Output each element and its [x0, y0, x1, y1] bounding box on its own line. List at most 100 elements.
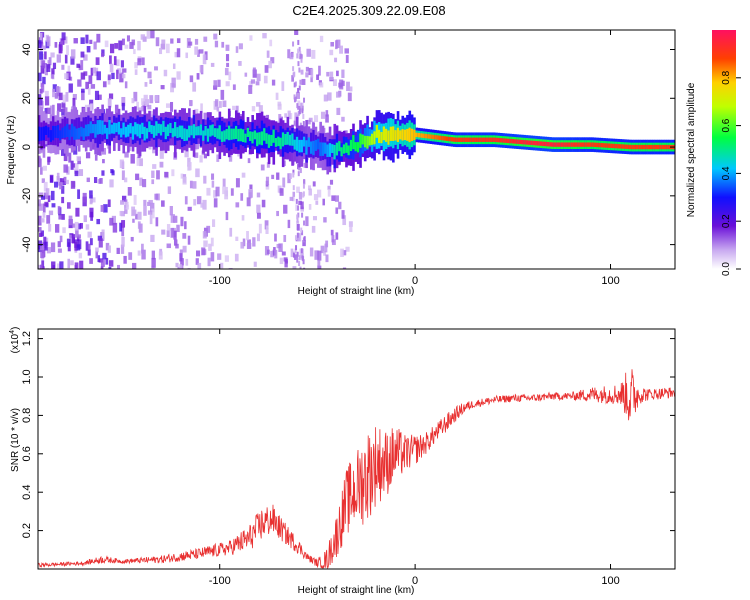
heatmap-ridge-cell	[570, 142, 573, 147]
heatmap-ridge-cell	[474, 137, 477, 142]
heatmap-noise-cell	[44, 90, 49, 97]
heatmap-noise-cell	[85, 224, 90, 230]
heatmap-noise-cell	[121, 236, 125, 247]
heatmap-ridge-cell	[199, 124, 203, 136]
heatmap-noise-cell	[161, 229, 166, 235]
heatmap-ridge-cell	[277, 136, 280, 147]
heatmap-ridge-cell	[206, 128, 210, 142]
heatmap-noise-cell	[196, 250, 201, 257]
heatmap-noise-cell	[169, 205, 173, 216]
heatmap-ridge-cell	[143, 126, 147, 141]
heatmap-noise-cell	[121, 227, 125, 237]
heatmap-noise-cell	[199, 155, 203, 163]
heatmap-noise-cell	[316, 74, 320, 80]
heatmap-ridge-cell	[173, 121, 177, 137]
heatmap-noise-cell	[203, 240, 208, 247]
heatmap-ridge-cell	[70, 123, 74, 137]
heatmap-ridge-cell	[542, 141, 545, 147]
heatmap-ridge-cell	[546, 142, 550, 147]
heatmap-noise-cell	[213, 33, 218, 40]
heatmap-noise-cell	[252, 237, 256, 247]
heatmap-noise-cell	[137, 40, 141, 51]
heatmap-noise-cell	[287, 49, 291, 59]
heatmap-noise-cell	[265, 225, 269, 234]
heatmap-noise-cell	[154, 95, 159, 102]
heatmap-noise-cell	[89, 258, 93, 264]
heatmap-ridge-cell	[403, 129, 407, 141]
heatmap-noise-cell	[137, 250, 141, 256]
heatmap-noise-cell	[43, 192, 49, 200]
heatmap-ridge-cell	[80, 126, 83, 137]
heatmap-ridge-cell	[361, 134, 365, 145]
heatmap-ridge-cell	[45, 125, 48, 135]
heatmap-noise-cell	[42, 76, 46, 85]
heatmap-ridge-cell	[216, 128, 219, 139]
heatmap-noise-cell	[148, 199, 153, 205]
heatmap-ridge-cell	[567, 142, 571, 147]
heatmap-ridge-cell	[647, 144, 651, 150]
heatmap-ridge-cell	[549, 142, 552, 147]
heatmap-noise-cell	[276, 210, 280, 217]
heatmap-noise-cell	[299, 51, 302, 57]
heatmap-noise-cell	[95, 250, 99, 259]
heatmap-noise-cell	[80, 60, 84, 71]
heatmap-noise-cell	[40, 248, 45, 259]
heatmap-noise-cell	[129, 41, 134, 49]
heatmap-ridge-cell	[483, 137, 487, 142]
heatmap-ridge-cell	[171, 128, 175, 138]
heatmap-ridge-cell	[347, 145, 351, 156]
heatmap-noise-cell	[297, 110, 300, 116]
heatmap-noise-cell	[41, 45, 46, 50]
heatmap-noise-cell	[284, 261, 288, 268]
heatmap-noise-cell	[52, 88, 55, 98]
heatmap-ridge-cell	[338, 141, 341, 162]
heatmap-noise-cell	[281, 81, 285, 91]
heatmap-noise-cell	[182, 233, 187, 239]
heatmap-noise-cell	[346, 81, 350, 92]
heatmap-noise-cell	[265, 176, 270, 186]
heatmap-ridge-cell	[368, 136, 372, 146]
heatmap-noise-cell	[38, 227, 42, 232]
heatmap-noise-cell	[136, 101, 139, 110]
heatmap-noise-cell	[287, 110, 291, 120]
heatmap-noise-cell	[114, 104, 119, 114]
heatmap-noise-cell	[38, 232, 43, 237]
heatmap-ridge-cell	[521, 139, 524, 145]
heatmap-noise-cell	[42, 203, 46, 213]
heatmap-ridge-cell	[68, 129, 72, 141]
heatmap-noise-cell	[120, 60, 124, 68]
heatmap-ridge-cell	[640, 144, 644, 150]
heatmap-noise-cell	[341, 210, 345, 219]
heatmap-noise-cell	[256, 204, 261, 214]
heatmap-ridge-cell	[422, 133, 426, 138]
heatmap-noise-cell	[271, 79, 276, 86]
heatmap-noise-cell	[51, 68, 55, 75]
heatmap-noise-cell	[203, 153, 207, 159]
heatmap-noise-cell	[68, 83, 73, 93]
heatmap-noise-cell	[299, 266, 302, 269]
heatmap-noise-cell	[85, 241, 89, 251]
heatmap-ridge-cell	[563, 142, 566, 147]
heatmap-noise-cell	[292, 266, 297, 269]
heatmap-noise-cell	[322, 198, 325, 206]
heatmap-noise-cell	[189, 100, 193, 106]
heatmap-noise-cell	[336, 107, 341, 116]
heatmap-noise-cell	[95, 57, 100, 65]
heatmap-ridge-cell	[178, 125, 182, 138]
heatmap-noise-cell	[292, 169, 295, 175]
heatmap-ridge-cell	[635, 144, 639, 150]
heatmap-noise-cell	[100, 205, 105, 212]
heatmap-noise-cell	[54, 42, 58, 48]
heatmap-ridge-cell	[380, 131, 383, 144]
snr-panel: -100 0 100 0.2 0.4 0.6 0.8 1.0 1.2 Height of st…	[9, 327, 676, 596]
heatmap-noise-cell	[172, 63, 176, 70]
heatmap-ridge-cell	[399, 130, 402, 140]
heatmap-ridge-cell	[324, 142, 327, 154]
heatmap-noise-cell	[46, 215, 51, 224]
heatmap-noise-cell	[217, 79, 221, 87]
heatmap-ridge-cell	[467, 137, 470, 142]
heatmap-ridge-cell	[333, 144, 337, 160]
heatmap-noise-cell	[72, 94, 77, 100]
heatmap-noise-cell	[308, 204, 312, 210]
heatmap-noise-cell	[63, 151, 68, 162]
